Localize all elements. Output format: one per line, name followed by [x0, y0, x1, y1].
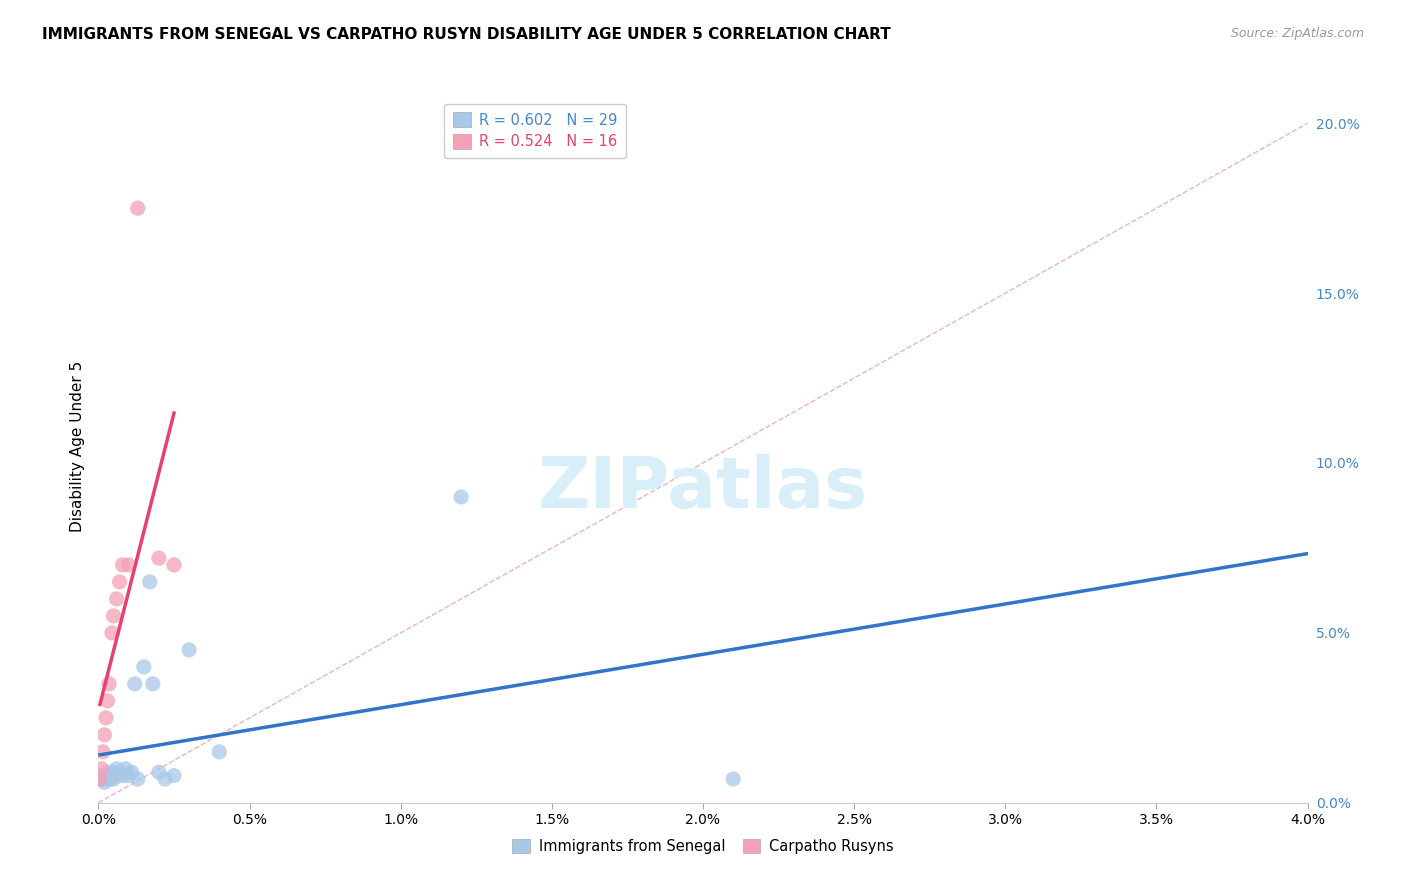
- Point: [94, 711, 117, 725]
- Point: [90, 762, 112, 776]
- Point: [111, 769, 134, 783]
- Point: [105, 591, 128, 606]
- Point: [127, 201, 149, 215]
- Point: [139, 574, 162, 589]
- Legend: Immigrants from Senegal, Carpatho Rusyns: Immigrants from Senegal, Carpatho Rusyns: [506, 832, 900, 860]
- Point: [93, 728, 115, 742]
- Point: [105, 762, 128, 776]
- Text: ZIPatlas: ZIPatlas: [538, 454, 868, 524]
- Point: [103, 608, 125, 623]
- Point: [101, 769, 124, 783]
- Point: [94, 769, 117, 783]
- Point: [93, 775, 115, 789]
- Point: [142, 677, 165, 691]
- Point: [98, 677, 121, 691]
- Text: Source: ZipAtlas.com: Source: ZipAtlas.com: [1230, 27, 1364, 40]
- Point: [127, 772, 149, 786]
- Point: [723, 772, 745, 786]
- Point: [101, 626, 124, 640]
- Point: [100, 772, 122, 786]
- Point: [153, 772, 176, 786]
- Point: [103, 772, 125, 786]
- Point: [96, 694, 118, 708]
- Point: [118, 769, 141, 783]
- Point: [132, 660, 155, 674]
- Point: [121, 765, 143, 780]
- Point: [208, 745, 231, 759]
- Point: [91, 745, 114, 759]
- Point: [90, 772, 112, 786]
- Point: [89, 769, 111, 783]
- Text: IMMIGRANTS FROM SENEGAL VS CARPATHO RUSYN DISABILITY AGE UNDER 5 CORRELATION CHA: IMMIGRANTS FROM SENEGAL VS CARPATHO RUSY…: [42, 27, 891, 42]
- Point: [96, 772, 118, 786]
- Point: [89, 772, 111, 786]
- Point: [111, 558, 134, 572]
- Point: [118, 558, 141, 572]
- Point: [91, 772, 114, 786]
- Point: [103, 765, 125, 780]
- Point: [114, 762, 136, 776]
- Point: [108, 574, 131, 589]
- Point: [163, 558, 186, 572]
- Point: [450, 490, 472, 504]
- Point: [179, 643, 201, 657]
- Point: [163, 769, 186, 783]
- Point: [98, 765, 121, 780]
- Y-axis label: Disability Age Under 5: Disability Age Under 5: [69, 360, 84, 532]
- Point: [124, 677, 146, 691]
- Point: [148, 765, 170, 780]
- Point: [108, 765, 131, 780]
- Point: [148, 551, 170, 566]
